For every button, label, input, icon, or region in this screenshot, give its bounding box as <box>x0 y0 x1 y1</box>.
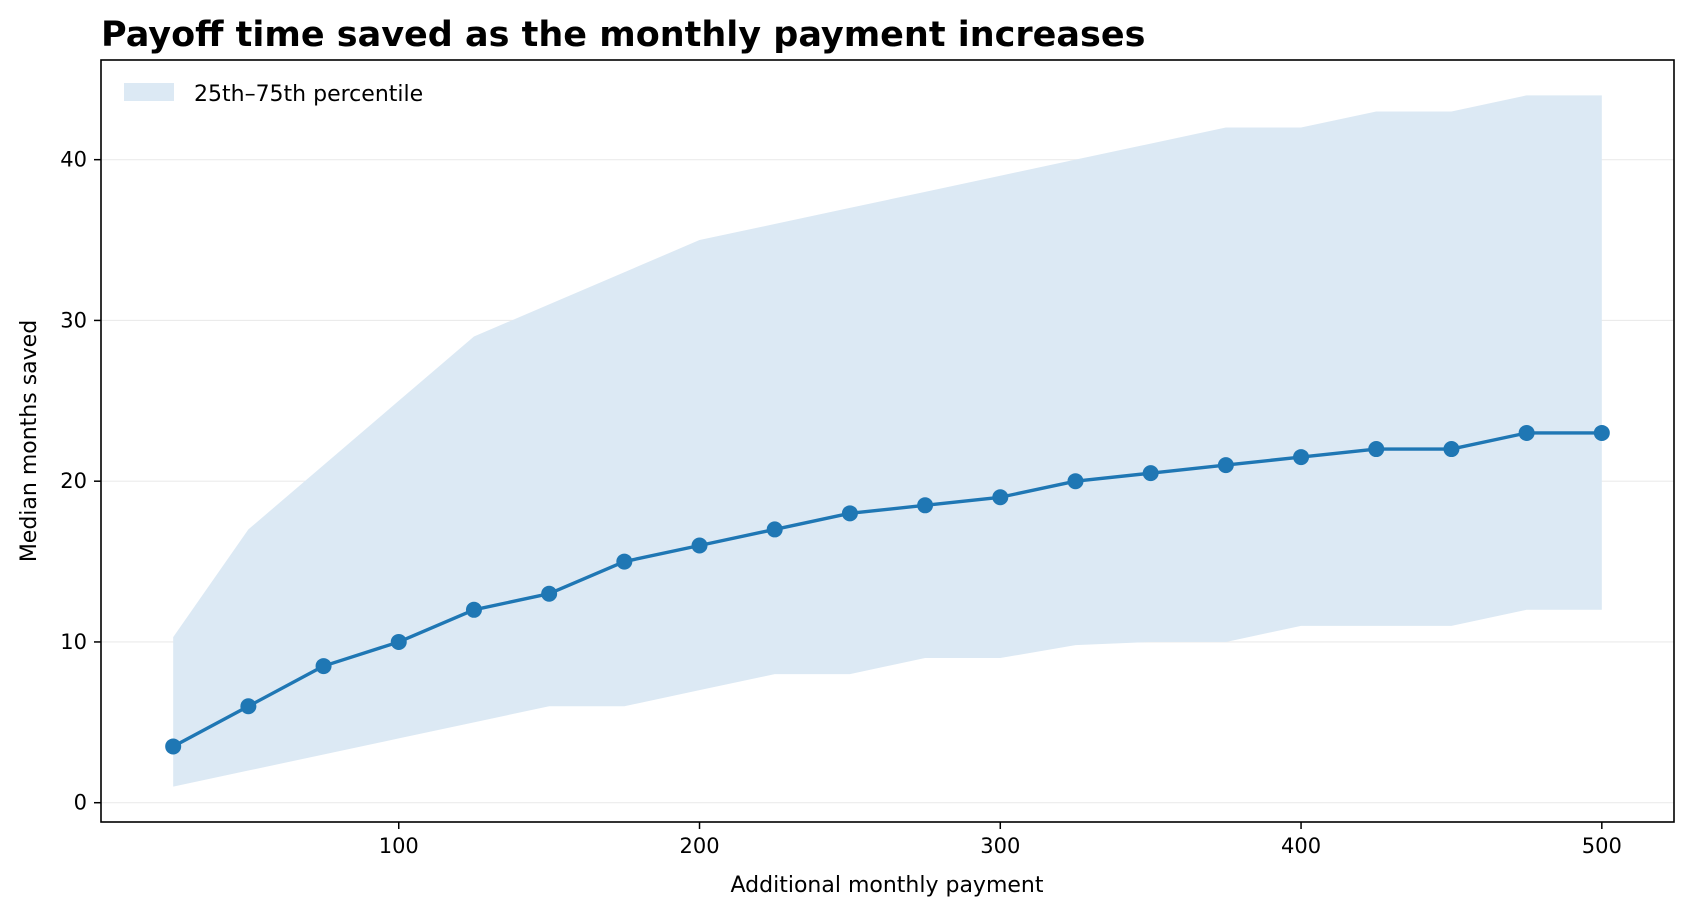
median-line-layer <box>171 431 1604 749</box>
x-axis-label: Additional monthly payment <box>731 873 1044 898</box>
x-tick-label-300: 300 <box>980 834 1020 858</box>
median-point-250 <box>841 505 858 522</box>
legend: 25th–75th percentile <box>124 82 423 107</box>
median-point-500 <box>1593 424 1610 441</box>
median-point-300 <box>992 489 1009 506</box>
y-tick-label-30: 30 <box>60 308 87 332</box>
x-axis-ticks: 100 200 300 400 500 <box>379 822 1622 858</box>
chart-title: Payoff time saved as the monthly payment… <box>101 15 1145 55</box>
percentile-band-layer <box>173 95 1602 787</box>
median-point-25 <box>165 738 182 755</box>
median-point-225 <box>766 521 783 538</box>
legend-label-band: 25th–75th percentile <box>194 82 423 107</box>
median-point-400 <box>1293 449 1310 466</box>
x-tick-label-400: 400 <box>1281 834 1321 858</box>
median-point-150 <box>541 585 558 602</box>
median-point-350 <box>1142 465 1159 482</box>
median-point-200 <box>691 537 708 554</box>
y-axis-label: Median months saved <box>17 320 42 562</box>
median-point-450 <box>1443 441 1460 458</box>
median-point-375 <box>1217 457 1234 474</box>
median-line <box>171 431 1604 749</box>
x-tick-label-500: 500 <box>1582 834 1622 858</box>
median-point-175 <box>616 553 633 570</box>
y-tick-label-0: 0 <box>74 791 87 815</box>
x-tick-label-100: 100 <box>379 834 419 858</box>
median-point-275 <box>917 497 934 514</box>
plot-frame <box>100 59 1675 823</box>
median-point-100 <box>390 633 407 650</box>
median-point-475 <box>1518 424 1535 441</box>
median-point-425 <box>1368 441 1385 458</box>
median-point-50 <box>240 698 257 715</box>
median-point-325 <box>1067 473 1084 490</box>
y-axis-ticks: 0 10 20 30 40 <box>60 148 101 815</box>
y-tick-label-10: 10 <box>60 630 87 654</box>
x-tick-label-200: 200 <box>679 834 719 858</box>
legend-swatch-band <box>124 83 174 101</box>
y-tick-label-20: 20 <box>60 469 87 493</box>
median-point-75 <box>315 658 332 675</box>
percentile-band <box>173 95 1602 787</box>
y-tick-label-40: 40 <box>60 148 87 172</box>
median-point-125 <box>465 601 482 618</box>
median-markers <box>165 424 1610 755</box>
